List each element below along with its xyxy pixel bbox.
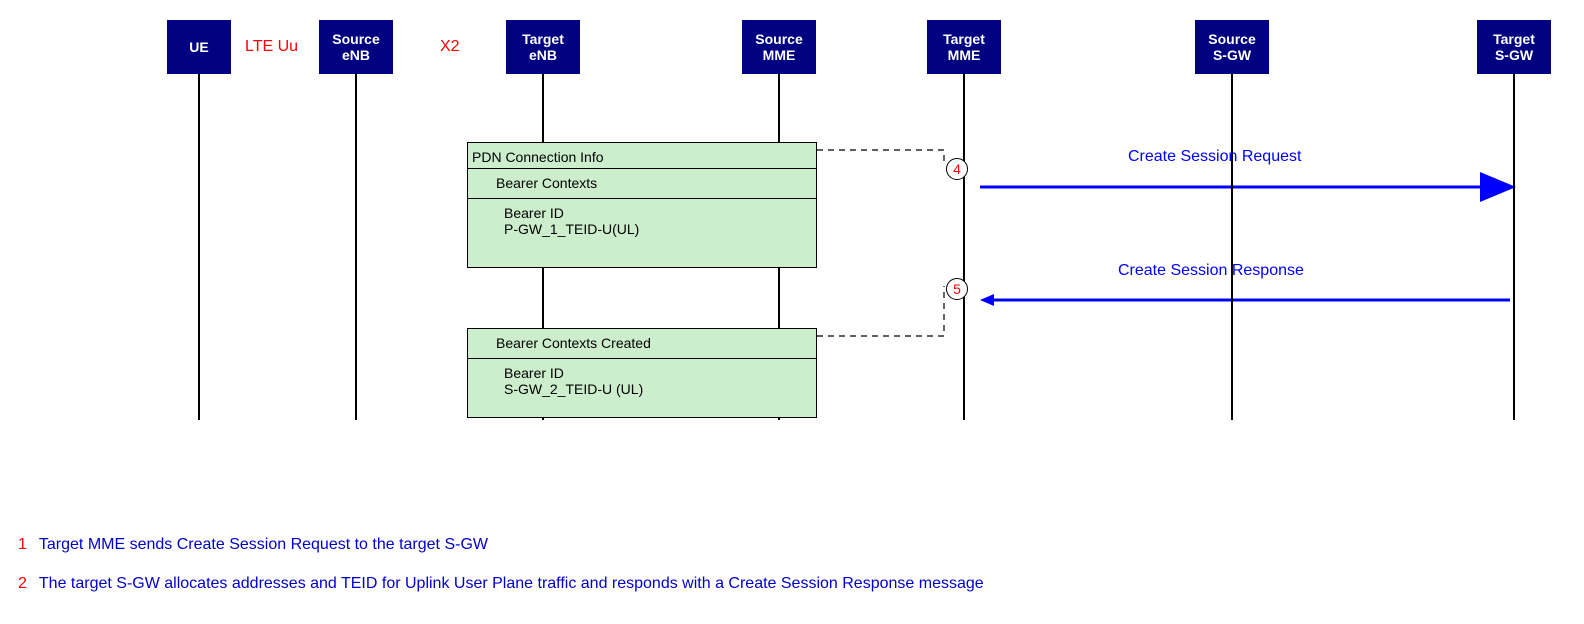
node-src-enb: SourceeNB <box>319 20 393 74</box>
node-src-mme: SourceMME <box>742 20 816 74</box>
lifeline-src-sgw <box>1231 74 1233 420</box>
info-section: PDN Connection Info <box>468 143 816 169</box>
interface-label-0: LTE Uu <box>245 38 298 56</box>
node-tgt-sgw: TargetS-GW <box>1477 20 1551 74</box>
node-tgt-mme: TargetMME <box>927 20 1001 74</box>
note-number: 2 <box>18 575 39 592</box>
note-text: The target S-GW allocates addresses and … <box>39 575 984 592</box>
note-1: 1Target MME sends Create Session Request… <box>18 536 488 554</box>
step-marker-4: 4 <box>946 158 968 180</box>
lifeline-src-enb <box>355 74 357 420</box>
node-tgt-enb: TargeteNB <box>506 20 580 74</box>
info-section: Bearer Contexts Created <box>468 329 816 359</box>
info-section: Bearer IDS-GW_2_TEID-U (UL) <box>468 359 816 419</box>
info-section: Bearer Contexts <box>468 169 816 199</box>
message-label-0: Create Session Request <box>1128 148 1301 166</box>
note-number: 1 <box>18 536 39 553</box>
step-marker-5: 5 <box>946 278 968 300</box>
message-label-1: Create Session Response <box>1118 262 1304 280</box>
info-box-pdn-info: PDN Connection InfoBearer ContextsBearer… <box>467 142 817 268</box>
lifeline-tgt-sgw <box>1513 74 1515 420</box>
note-text: Target MME sends Create Session Request … <box>39 536 488 553</box>
info-box-bearer-created: Bearer Contexts CreatedBearer IDS-GW_2_T… <box>467 328 817 418</box>
interface-label-1: X2 <box>440 38 460 56</box>
node-src-sgw: SourceS-GW <box>1195 20 1269 74</box>
note-2: 2The target S-GW allocates addresses and… <box>18 575 984 593</box>
lifeline-tgt-mme <box>963 74 965 420</box>
node-ue: UE <box>167 20 231 74</box>
info-section: Bearer IDP-GW_1_TEID-U(UL) <box>468 199 816 269</box>
lifeline-ue <box>198 74 200 420</box>
